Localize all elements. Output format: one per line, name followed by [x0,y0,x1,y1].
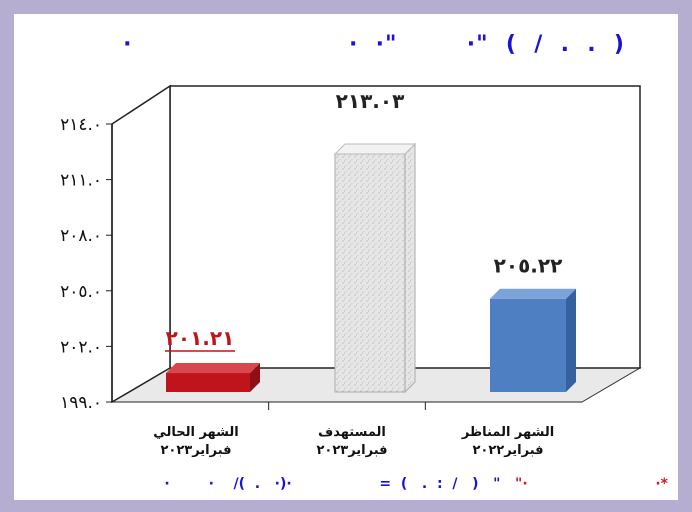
footnote-mark: ·* [655,476,668,492]
title-box: ( . . / ) "· "· · · [95,22,655,68]
footer-note: · · /( . ·)· = ( . : / ) " "· ·* [14,470,678,498]
y-tick-label: ١٩٩.٠ [60,393,102,413]
bar [334,153,406,393]
x-tick-label: الشهر المناظر [461,425,554,440]
x-tick-label: الشهر الحالي [153,425,238,440]
footer-blue-text: · · /( . ·)· = ( . : / ) " [164,476,501,492]
footer-red-text: "· [515,476,528,492]
x-tick-label: فبراير٢٠٢٢ [472,443,543,458]
bar-side [404,142,416,394]
data-label: ٢١٣.٠٣ [336,89,405,113]
bar-top [166,363,260,374]
x-tick-label: المستهدف [318,425,386,440]
bar [490,298,566,392]
bar-top [333,143,417,155]
bar-side [250,363,260,392]
footer-text: · · /( . ·)· = ( . : / ) " "· [14,476,678,492]
y-tick-label: ٢١٤.٠ [60,115,102,135]
bar-top [490,288,576,299]
bar-side [566,288,576,392]
chart-side-wall [111,84,171,404]
y-tick-label: ٢٠٨.٠ [60,226,102,246]
y-tick-label: ٢١١.٠ [60,171,102,191]
chart-title: ( . . / ) "· "· · · [123,32,625,57]
y-tick-label: ٢٠٥.٠ [60,282,102,302]
y-tick-label: ٢٠٢.٠ [60,337,102,357]
x-tick-label: فبراير٢٠٢٣ [316,443,387,458]
x-tick-label: فبراير٢٠٢٣ [160,443,231,458]
data-label: ٢٠٥.٢٢ [494,254,563,278]
data-label: ٢٠١.٢١ [166,326,235,350]
bar [166,373,250,392]
